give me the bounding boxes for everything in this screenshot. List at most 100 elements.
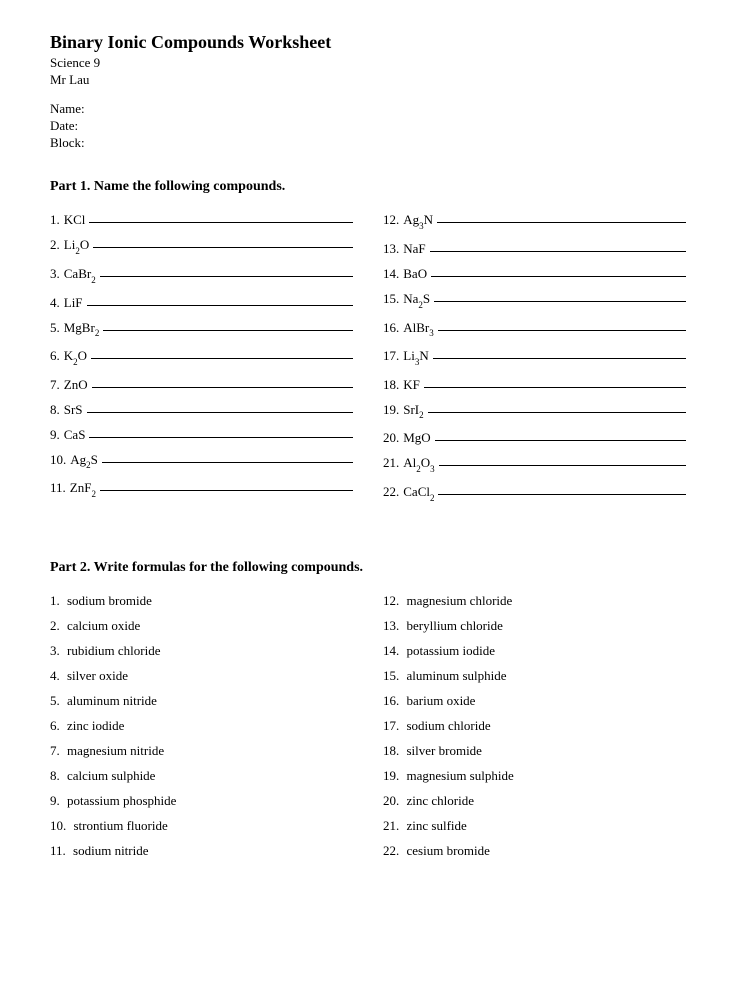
part1-heading: Part 1. Name the following compounds.: [50, 179, 686, 195]
compound-formula: MgO: [403, 431, 430, 444]
answer-blank[interactable]: [439, 465, 686, 466]
answer-blank[interactable]: [431, 276, 686, 277]
part1-item: 3.CaBr2: [50, 261, 353, 290]
answer-blank[interactable]: [438, 494, 686, 495]
part1-item: 15. Na2S: [383, 286, 686, 315]
item-number: 17.: [383, 349, 399, 362]
part2-item: 1. sodium bromide: [50, 588, 353, 613]
item-number: 14.: [383, 267, 399, 280]
part2-item: 2. calcium oxide: [50, 613, 353, 638]
worksheet-title: Binary Ionic Compounds Worksheet: [50, 32, 686, 53]
item-number: 3.: [50, 643, 60, 658]
compound-name: silver bromide: [407, 743, 482, 758]
item-number: 11.: [50, 481, 66, 494]
answer-blank[interactable]: [428, 412, 686, 413]
item-number: 9.: [50, 793, 60, 808]
part1-item: 4.LiF: [50, 290, 353, 315]
part1-item: 9. CaS: [50, 422, 353, 447]
answer-blank[interactable]: [92, 387, 353, 388]
item-number: 14.: [383, 643, 399, 658]
compound-formula: MgBr2: [64, 321, 100, 338]
compound-formula: Li3N: [403, 349, 428, 366]
answer-blank[interactable]: [434, 301, 686, 302]
item-number: 7.: [50, 743, 60, 758]
item-number: 4.: [50, 296, 60, 309]
part2-item: 21. zinc sulfide: [383, 813, 686, 838]
compound-formula: Ag3N: [403, 213, 433, 230]
part2-item: 17. sodium chloride: [383, 713, 686, 738]
item-number: 19.: [383, 768, 399, 783]
item-number: 12.: [383, 593, 399, 608]
compound-formula: Na2S: [403, 292, 430, 309]
answer-blank[interactable]: [424, 387, 686, 388]
answer-blank[interactable]: [437, 222, 686, 223]
item-number: 10.: [50, 818, 66, 833]
part2-left-col: 1. sodium bromide2. calcium oxide3. rubi…: [50, 588, 353, 863]
part2-columns: 1. sodium bromide2. calcium oxide3. rubi…: [50, 588, 686, 863]
item-number: 6.: [50, 349, 60, 362]
answer-blank[interactable]: [102, 462, 353, 463]
part1-item: 17. Li3N: [383, 343, 686, 372]
compound-formula: CaS: [64, 428, 86, 441]
compound-formula: NaF: [403, 242, 425, 255]
answer-blank[interactable]: [89, 222, 353, 223]
answer-blank[interactable]: [93, 247, 353, 248]
item-number: 17.: [383, 718, 399, 733]
item-number: 13.: [383, 618, 399, 633]
item-number: 15.: [383, 668, 399, 683]
compound-name: calcium oxide: [67, 618, 140, 633]
part2-item: 3. rubidium chloride: [50, 638, 353, 663]
compound-formula: SrS: [64, 403, 83, 416]
teacher-line: Mr Lau: [50, 72, 686, 89]
item-number: 15.: [383, 292, 399, 305]
answer-blank[interactable]: [100, 490, 353, 491]
date-field: Date:: [50, 118, 686, 135]
item-number: 7.: [50, 378, 60, 391]
answer-blank[interactable]: [435, 440, 686, 441]
item-number: 13.: [383, 242, 399, 255]
item-number: 12.: [383, 213, 399, 226]
compound-formula: ZnO: [64, 378, 88, 391]
item-number: 4.: [50, 668, 60, 683]
answer-blank[interactable]: [103, 330, 353, 331]
item-number: 9.: [50, 428, 60, 441]
student-fields: Name: Date: Block:: [50, 101, 686, 152]
answer-blank[interactable]: [430, 251, 686, 252]
answer-blank[interactable]: [87, 412, 353, 413]
item-number: 18.: [383, 743, 399, 758]
part1-item: 11.ZnF2: [50, 475, 353, 504]
part1-item: 5.MgBr2: [50, 315, 353, 344]
part2-item: 13. beryllium chloride: [383, 613, 686, 638]
compound-name: aluminum sulphide: [407, 668, 507, 683]
compound-name: silver oxide: [67, 668, 128, 683]
answer-blank[interactable]: [87, 305, 353, 306]
compound-name: zinc sulfide: [407, 818, 467, 833]
part2-item: 5. aluminum nitride: [50, 688, 353, 713]
part2-item: 10. strontium fluoride: [50, 813, 353, 838]
item-number: 2.: [50, 618, 60, 633]
answer-blank[interactable]: [438, 330, 686, 331]
part1-item: 1.KCl: [50, 207, 353, 232]
compound-formula: CaCl2: [403, 485, 434, 502]
answer-blank[interactable]: [91, 358, 353, 359]
compound-name: magnesium chloride: [407, 593, 513, 608]
part2-item: 11. sodium nitride: [50, 838, 353, 863]
item-number: 1.: [50, 213, 60, 226]
part1-item: 19.SrI2: [383, 397, 686, 426]
item-number: 19.: [383, 403, 399, 416]
answer-blank[interactable]: [89, 437, 353, 438]
part1-item: 14.BaO: [383, 261, 686, 286]
item-number: 3.: [50, 267, 60, 280]
compound-formula: K2O: [64, 349, 87, 366]
compound-name: sodium bromide: [67, 593, 152, 608]
compound-name: potassium iodide: [407, 643, 495, 658]
answer-blank[interactable]: [100, 276, 353, 277]
answer-blank[interactable]: [433, 358, 686, 359]
part1-item: 13. NaF: [383, 236, 686, 261]
item-number: 8.: [50, 768, 60, 783]
part1-item: 18.KF: [383, 372, 686, 397]
part1-item: 20.MgO: [383, 425, 686, 450]
part2-item: 19. magnesium sulphide: [383, 763, 686, 788]
part2-item: 8. calcium sulphide: [50, 763, 353, 788]
compound-name: cesium bromide: [407, 843, 490, 858]
